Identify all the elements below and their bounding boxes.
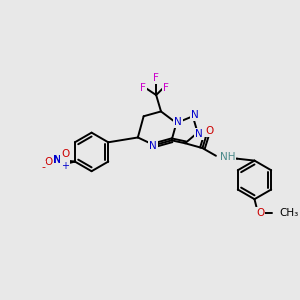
- Text: O: O: [256, 208, 264, 218]
- Text: -: -: [41, 162, 45, 172]
- Text: N: N: [175, 117, 182, 127]
- Text: N: N: [191, 110, 199, 120]
- Text: N: N: [195, 129, 203, 139]
- Text: O: O: [205, 126, 213, 136]
- Text: F: F: [163, 83, 169, 93]
- Text: O: O: [61, 149, 69, 159]
- Text: F: F: [153, 73, 159, 83]
- Text: N: N: [149, 141, 157, 151]
- Text: +: +: [61, 161, 69, 171]
- Text: NH: NH: [220, 152, 235, 162]
- Text: CH₃: CH₃: [280, 208, 299, 218]
- Text: N: N: [53, 154, 62, 165]
- Text: F: F: [140, 83, 146, 93]
- Text: O: O: [45, 157, 53, 166]
